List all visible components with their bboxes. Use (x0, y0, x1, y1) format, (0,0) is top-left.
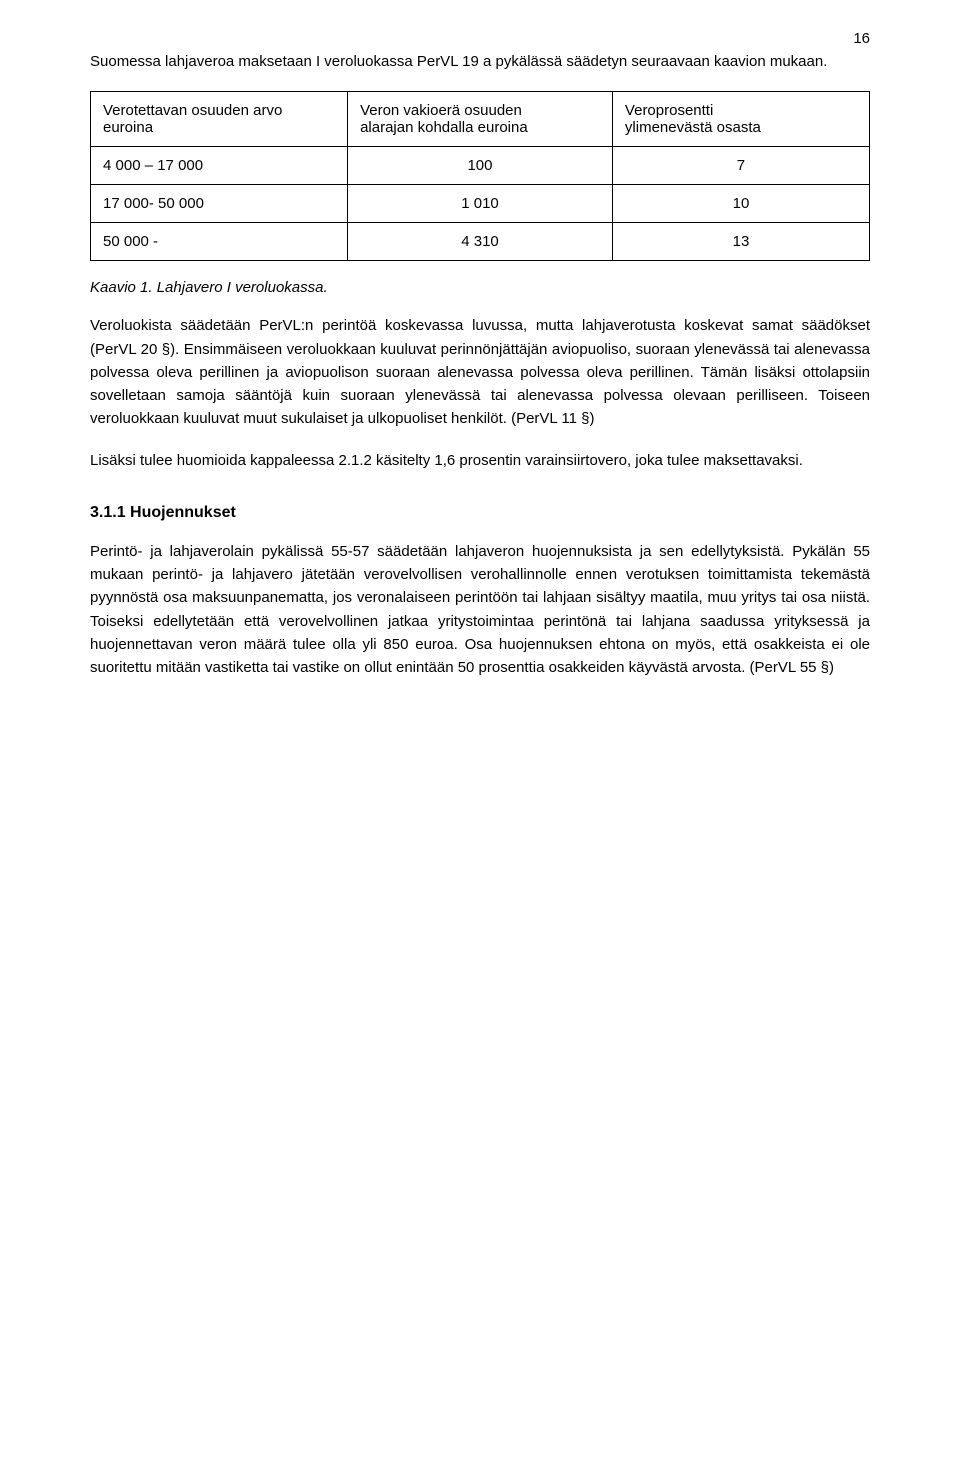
header-col1: Verotettavan osuuden arvo euroina (91, 92, 348, 147)
cell: 50 000 - (91, 223, 348, 261)
header-col3: Veroprosentti ylimenevästä osasta (612, 92, 869, 147)
document-page: 16 Suomessa lahjaveroa maksetaan I verol… (0, 0, 960, 1475)
paragraph: Lisäksi tulee huomioida kappaleessa 2.1.… (90, 449, 870, 472)
header-cell-text: euroina (103, 119, 153, 136)
table-header-row: Verotettavan osuuden arvo euroina Veron … (91, 92, 870, 147)
intro-paragraph: Suomessa lahjaveroa maksetaan I veroluok… (90, 50, 870, 73)
cell: 17 000- 50 000 (91, 185, 348, 223)
header-cell-text: alarajan kohdalla euroina (360, 119, 528, 136)
table-caption: Kaavio 1. Lahjavero I veroluokassa. (90, 279, 870, 296)
header-cell-text: Veroprosentti (625, 102, 713, 119)
header-cell-text: ylimenevästä osasta (625, 119, 761, 136)
cell: 13 (612, 223, 869, 261)
paragraph: Perintö- ja lahjaverolain pykälissä 55-5… (90, 540, 870, 680)
section-heading: 3.1.1 Huojennukset (90, 504, 870, 522)
header-col2: Veron vakioerä osuuden alarajan kohdalla… (348, 92, 613, 147)
table-row: 50 000 - 4 310 13 (91, 223, 870, 261)
header-cell-text: Verotettavan osuuden arvo (103, 102, 282, 119)
cell: 1 010 (348, 185, 613, 223)
cell: 10 (612, 185, 869, 223)
header-cell-text: Veron vakioerä osuuden (360, 102, 522, 119)
page-number: 16 (853, 30, 870, 47)
paragraph: Veroluokista säädetään PerVL:n perintöä … (90, 314, 870, 430)
cell: 4 310 (348, 223, 613, 261)
cell: 4 000 – 17 000 (91, 147, 348, 185)
cell: 7 (612, 147, 869, 185)
tax-table: Verotettavan osuuden arvo euroina Veron … (90, 91, 870, 261)
table-row: 17 000- 50 000 1 010 10 (91, 185, 870, 223)
cell: 100 (348, 147, 613, 185)
table-row: 4 000 – 17 000 100 7 (91, 147, 870, 185)
